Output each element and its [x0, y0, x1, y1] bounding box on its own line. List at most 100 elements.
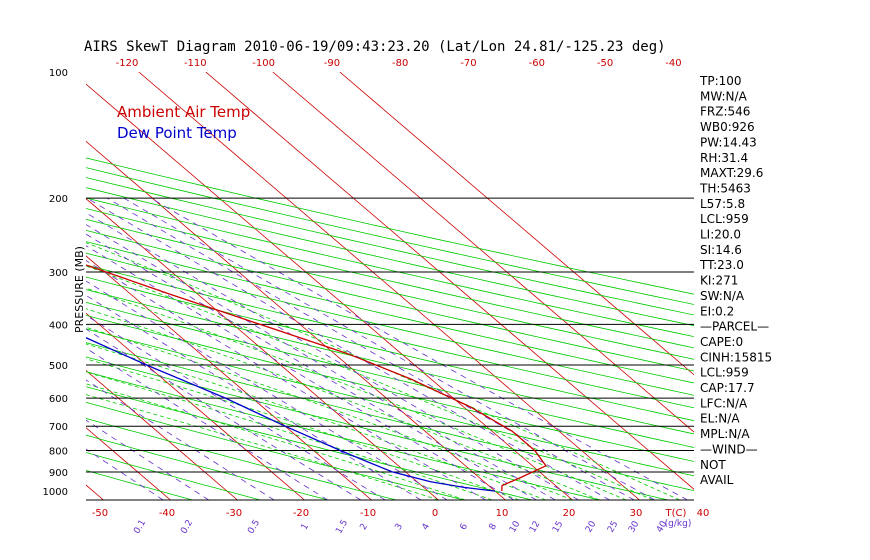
- pressure-tick-label: 1000: [43, 487, 68, 498]
- stats-item: FRZ:546: [700, 105, 750, 119]
- stats-item: PW:14.43: [700, 135, 757, 149]
- moist-adiabat-line: [86, 265, 654, 500]
- isotherm-line: [138, 72, 640, 500]
- bottom-temp-tick-label: 10: [496, 508, 509, 519]
- top-temp-tick-label: -60: [529, 58, 545, 69]
- mixing-ratio-line: [86, 197, 610, 500]
- moist-adiabat-line: [86, 358, 520, 500]
- pressure-tick-label: 700: [49, 422, 68, 433]
- stats-item: EI:0.2: [700, 304, 734, 318]
- top-temp-tick-label: -90: [324, 58, 340, 69]
- dry-adiabat-line: [86, 197, 694, 338]
- mixing-ratio-line: [86, 448, 164, 500]
- mixing-ratio-tick-label: 0.2: [179, 518, 195, 535]
- bottom-temp-tick-label: -30: [226, 508, 242, 519]
- stats-item: RH:31.4: [700, 151, 748, 165]
- top-temp-tick-label: -100: [252, 58, 275, 69]
- mixing-ratio-line: [86, 419, 209, 500]
- bottom-temp-tick-label: 20: [563, 508, 576, 519]
- bottom-temp-tick-label: 40: [697, 508, 710, 519]
- mixing-ratio-tick-label: 0.5: [246, 518, 262, 535]
- stats-item: EL:N/A: [700, 412, 740, 426]
- mixing-ratio-line: [86, 212, 579, 500]
- pressure-tick-label: 400: [49, 320, 68, 331]
- bottom-temp-tick-label: -50: [92, 508, 108, 519]
- dry-adiabat-line: [86, 289, 694, 435]
- legend: Ambient Air Temp Dew Point Temp: [117, 103, 250, 142]
- stats-item: AVAIL: [700, 473, 734, 487]
- moist-adiabat-line: [86, 383, 466, 500]
- stats-item: L57:5.8: [700, 197, 745, 211]
- stats-item: —PARCEL—: [700, 320, 769, 334]
- moist-adiabat-line: [86, 287, 627, 500]
- plot-grid: [0, 72, 694, 500]
- stats-item: LCL:959: [700, 212, 749, 226]
- stats-item: CAP:17.7: [700, 381, 755, 395]
- isotherm-line: [272, 72, 694, 433]
- top-temp-tick-label: -70: [460, 58, 476, 69]
- stats-item: —WIND—: [700, 442, 758, 456]
- bottom-temp-tick-label: -20: [293, 508, 309, 519]
- stats-item: TH:5463: [699, 181, 751, 195]
- mixing-ratio-tick-label: 20: [584, 519, 599, 534]
- stats-item: LI:20.0: [700, 228, 741, 242]
- mixing-ratio-tick-label: 25: [606, 520, 620, 535]
- stats-item: TT:23.0: [699, 258, 744, 272]
- stats-item: MAXT:29.6: [700, 166, 763, 180]
- isotherm-line: [0, 72, 37, 500]
- pressure-tick-label: 900: [49, 468, 68, 479]
- mixing-ratio-line: [86, 328, 362, 500]
- mixing-ratio-tick-label: 15: [551, 520, 565, 535]
- dry-adiabat-line: [86, 218, 694, 360]
- chart-title: AIRS SkewT Diagram 2010-06-19/09:43:23.2…: [84, 39, 666, 55]
- mixing-ratio-tick-label: 4: [421, 522, 433, 532]
- stats-item: LCL:959: [700, 366, 749, 380]
- y-axis-label: PRESSURE (MB): [73, 246, 86, 333]
- isotherm-line: [86, 312, 305, 500]
- moist-adiabat-line: [86, 326, 573, 500]
- mixing-ratio-line: [86, 314, 386, 500]
- moist-adiabat-line: [86, 343, 546, 500]
- mixing-ratio-line: [86, 224, 556, 500]
- isobar-lines: [86, 197, 694, 501]
- dry-adiabat-line: [86, 241, 694, 384]
- dry-adiabat-line: [86, 157, 694, 295]
- temperature-profile-line: [86, 264, 547, 492]
- stats-item: NOT: [700, 458, 726, 472]
- mixing-ratio-line: [86, 245, 515, 500]
- mixing-ratio-line: [86, 233, 537, 500]
- moist-adiabat-line: [86, 371, 493, 500]
- stats-item: TP:100: [699, 74, 742, 88]
- mixing-ratio-tick-label: 8: [488, 522, 500, 532]
- mixing-ratio-tick-label: 30: [627, 519, 642, 534]
- dry-adiabat-line: [86, 301, 694, 448]
- dry-adiabat-line: [86, 342, 694, 492]
- isotherm-line: [86, 198, 439, 500]
- mixing-ratio-tick-label: 12: [528, 520, 542, 535]
- stats-item: MPL:N/A: [700, 427, 750, 441]
- dry-adiabat-line: [86, 328, 694, 477]
- dry-adiabat-line: [86, 314, 694, 462]
- dry-adiabat-line: [86, 177, 694, 316]
- dry-adiabat-line: [86, 264, 694, 409]
- pressure-tick-label: 800: [49, 447, 68, 458]
- pressure-tick-label: 500: [49, 361, 68, 372]
- mixing-ratio-unit: (g/kg): [665, 519, 692, 529]
- stats-item: SI:14.6: [700, 243, 742, 257]
- dry-adiabat-line: [86, 187, 694, 327]
- mixing-ratio-tick-label: 6: [459, 522, 471, 532]
- mixing-ratio-tick-label: 10: [508, 519, 523, 534]
- pressure-tick-label: 600: [49, 394, 68, 405]
- top-temp-tick-label: -110: [184, 58, 207, 69]
- top-temp-tick-label: -50: [597, 58, 613, 69]
- isotherm-line: [86, 427, 171, 500]
- mixing-ratio-tick-label: 2: [359, 522, 371, 532]
- dry-adiabat-line: [86, 252, 694, 396]
- dry-adiabat-line: [86, 208, 694, 349]
- top-temp-tick-label: -40: [665, 58, 681, 69]
- top-temp-tick-label: -80: [392, 58, 408, 69]
- dry-adiabat-line: [86, 229, 694, 372]
- isotherm-line: [205, 72, 694, 490]
